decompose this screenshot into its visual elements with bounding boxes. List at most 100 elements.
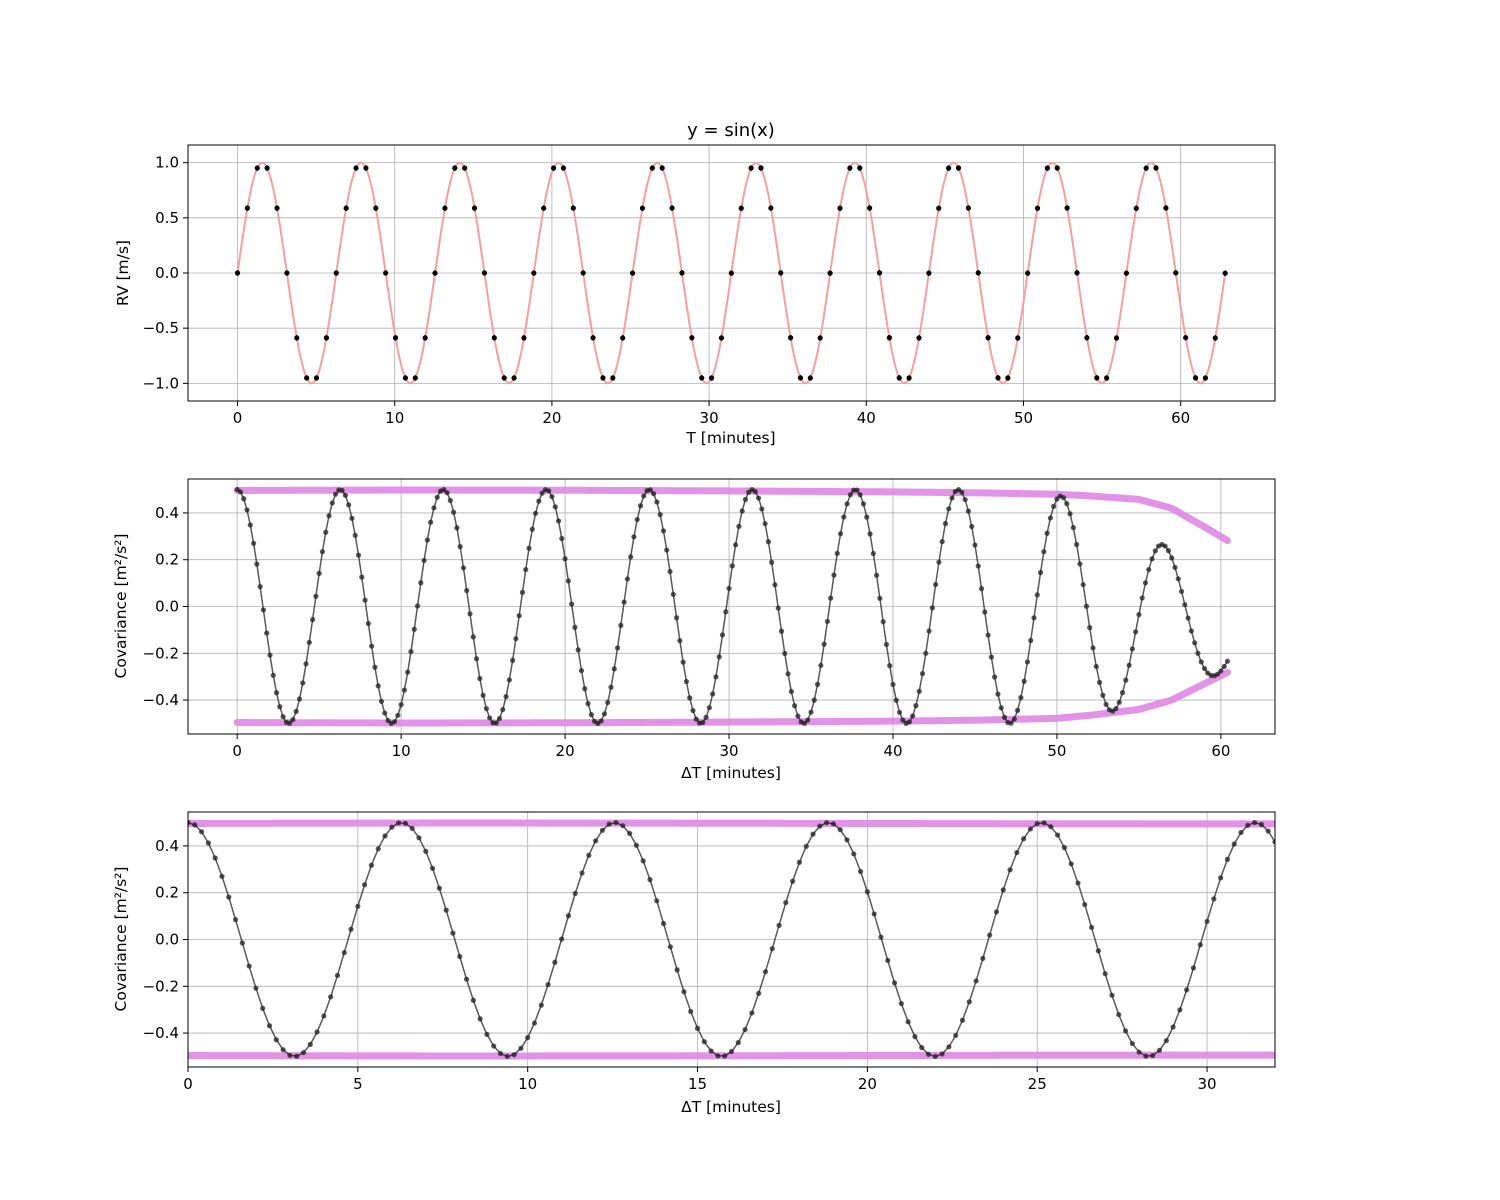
autocovariance-point <box>470 634 476 640</box>
autocovariance-point <box>536 498 542 504</box>
data-point <box>867 205 873 211</box>
data-point <box>442 205 448 211</box>
autocovariance-point <box>1047 515 1053 521</box>
autocovariance-point <box>1064 501 1070 507</box>
autocovariance-point <box>359 574 365 580</box>
envelope-upper <box>188 819 1275 828</box>
autocovariance-point <box>1201 665 1208 672</box>
autocovariance-point <box>290 716 296 723</box>
autocovariance-point <box>226 894 232 900</box>
panel-cov-zoom-xlabel: ΔT [minutes] <box>681 1098 781 1116</box>
autocovariance-point <box>946 1044 952 1050</box>
autocovariance-point <box>487 715 493 721</box>
autocovariance-point <box>1075 880 1081 886</box>
data-point <box>926 270 932 276</box>
autocovariance-point <box>893 697 899 703</box>
autocovariance-point <box>552 959 558 965</box>
data-point <box>294 335 300 341</box>
autocovariance-point <box>316 570 322 576</box>
autocovariance-point <box>959 489 965 495</box>
autocovariance-point <box>831 572 837 578</box>
autocovariance-point <box>729 563 735 569</box>
data-point <box>1064 205 1070 211</box>
autocovariance-point <box>726 585 732 592</box>
data-point <box>679 270 685 276</box>
panel-cov-zoom-ylabel: Covariance [m²/s²] <box>112 867 130 1012</box>
x-tick-label: 15 <box>688 1075 707 1093</box>
autocovariance-point <box>1152 548 1158 554</box>
autocovariance-point <box>765 539 771 545</box>
autocovariance-point <box>254 561 260 567</box>
autocovariance-point <box>896 709 903 715</box>
autocovariance-point <box>810 831 816 837</box>
autocovariance-point <box>599 827 606 833</box>
data-point <box>629 270 636 276</box>
autocovariance-point <box>1044 530 1050 536</box>
autocovariance-point <box>1252 819 1258 826</box>
autocovariance-point <box>987 932 993 938</box>
y-tick-label: −0.2 <box>143 644 179 662</box>
autocovariance-point <box>1000 887 1006 893</box>
autocovariance-point <box>953 1032 959 1039</box>
autocovariance-point <box>978 586 985 592</box>
autocovariance-point <box>1100 692 1106 698</box>
autocovariance-point <box>341 950 347 956</box>
autocovariance-point <box>620 823 626 829</box>
autocovariance-point <box>396 820 402 826</box>
autocovariance-point <box>647 487 653 493</box>
autocovariance-point <box>518 1045 524 1051</box>
autocovariance-point <box>980 955 986 961</box>
autocovariance-point <box>1136 611 1142 618</box>
autocovariance-point <box>654 898 660 904</box>
autocovariance-point <box>511 1052 517 1058</box>
autocovariance-point <box>504 1053 510 1060</box>
autocovariance-point <box>1011 716 1017 722</box>
autocovariance-point <box>966 999 972 1005</box>
autocovariance-point <box>1238 829 1244 836</box>
x-tick-label: 50 <box>1047 742 1066 760</box>
data-point <box>1183 334 1189 341</box>
autocovariance-point <box>342 492 348 498</box>
autocovariance-point <box>1034 820 1040 827</box>
autocovariance-point <box>334 972 341 979</box>
autocovariance-point <box>598 718 604 724</box>
panel-rv-ticks: 0 10 20 30 40 50 60 −1.0 −0.5 0.0 0.5 1.0 <box>143 154 1191 427</box>
data-point <box>1084 334 1090 341</box>
x-tick-label: 0 <box>232 742 242 760</box>
autocovariance-point <box>585 701 591 707</box>
autocovariance-point <box>1163 1038 1169 1044</box>
panel-cov-full-ylabel: Covariance [m²/s²] <box>112 534 130 679</box>
autocovariance-point <box>1082 901 1088 908</box>
autocovariance-point <box>654 499 660 505</box>
autocovariance-point <box>871 911 877 917</box>
autocovariance-point <box>409 825 415 831</box>
autocovariance-point <box>579 870 585 876</box>
autocovariance-point <box>837 827 843 833</box>
autocovariance-point <box>545 981 551 988</box>
autocovariance-point <box>1113 706 1119 712</box>
autocovariance-point <box>728 1048 735 1055</box>
autocovariance-point <box>526 545 532 551</box>
data-point <box>728 270 734 276</box>
autocovariance-point <box>701 1039 707 1045</box>
data-point <box>373 205 379 211</box>
autocovariance-point <box>860 501 867 507</box>
data-point <box>452 165 458 171</box>
autocovariance-point <box>708 1048 714 1054</box>
autocovariance-point <box>1093 663 1099 670</box>
autocovariance-point <box>628 554 634 560</box>
autocovariance-point <box>562 556 568 562</box>
autocovariance-point <box>723 609 729 615</box>
autocovariance-point <box>1048 824 1054 830</box>
data-point <box>1054 165 1060 171</box>
data-point <box>1222 270 1228 276</box>
autocovariance-point <box>1028 637 1034 644</box>
panel-rv-series <box>234 161 1228 385</box>
autocovariance-point <box>395 712 401 718</box>
autocovariance-point <box>1024 659 1031 665</box>
autocovariance-point <box>460 565 467 571</box>
autocovariance-point <box>985 632 991 638</box>
autocovariance-point <box>933 581 939 588</box>
autocovariance-point <box>814 681 821 687</box>
autocovariance-point <box>1008 720 1014 726</box>
